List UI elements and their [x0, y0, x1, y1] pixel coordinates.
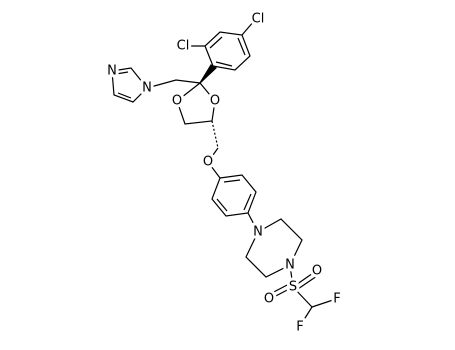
atom-label: F [333, 292, 340, 307]
bond [247, 212, 259, 233]
wedge-bond [199, 64, 217, 84]
atom-label: O [172, 94, 182, 109]
atom-label: Cl [177, 39, 190, 54]
atom-label: O [203, 155, 213, 170]
double-bond [117, 92, 132, 99]
atom-label: F [296, 320, 303, 335]
ring [111, 67, 148, 103]
atom-label: N [253, 225, 263, 240]
atom-label: N [107, 64, 117, 79]
bond [292, 286, 313, 308]
atom-label: S [289, 280, 297, 295]
bond [299, 306, 313, 327]
ring [176, 82, 216, 125]
bond [289, 264, 294, 288]
atom-label: O [210, 94, 220, 109]
bond [207, 161, 221, 179]
atom-label: O [312, 264, 322, 279]
bonds [111, 20, 337, 327]
bond [292, 270, 317, 288]
hash-bond [211, 120, 219, 149]
atom-label: O [264, 292, 274, 307]
double-bond [209, 36, 223, 49]
bond [311, 298, 337, 308]
double-bond [223, 179, 241, 183]
bond [146, 79, 201, 89]
atom-labels: Cl Cl N N O O O N N S O O F F [104, 9, 344, 338]
double-bond [215, 61, 233, 67]
bond [241, 20, 255, 36]
bond [207, 147, 219, 163]
double-bond [115, 71, 129, 75]
double-bond [216, 198, 228, 212]
atom-label: Cl [252, 12, 265, 27]
atom-label: N [285, 258, 295, 273]
bond [294, 275, 318, 292]
double-bond [237, 37, 246, 56]
atom-label: N [142, 81, 152, 96]
double-bond [243, 193, 252, 211]
bond [267, 282, 292, 296]
bond [269, 286, 294, 300]
